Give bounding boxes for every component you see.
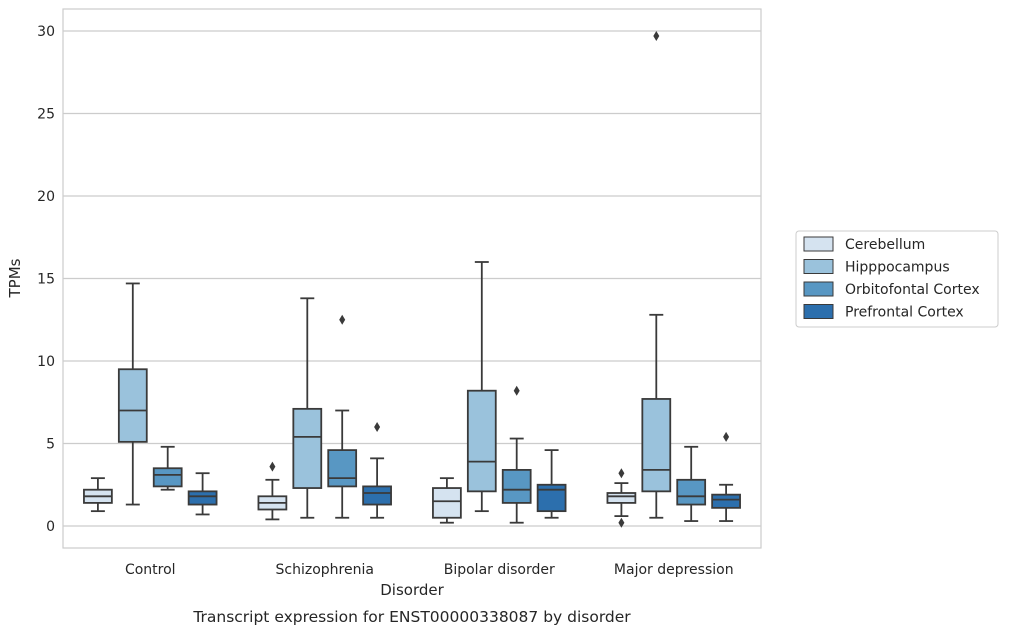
box-0-2 — [152, 445, 183, 491]
iqr-box — [292, 407, 323, 489]
outlier-point — [723, 431, 730, 442]
box-1-0 — [257, 461, 288, 521]
x-tick-labels: Control Schizophrenia Bipolar disorder Majo… — [125, 562, 734, 578]
iqr-box — [362, 485, 392, 506]
box-2-2 — [501, 385, 532, 524]
box-1-1 — [292, 297, 323, 519]
x-tick-label: Schizophrenia — [276, 562, 374, 578]
legend-label: Cerebellum — [845, 237, 925, 253]
y-axis-label: TPMs — [6, 258, 24, 298]
legend-swatch — [803, 236, 834, 252]
legend-frame — [795, 230, 999, 328]
legend-label: Prefrontal Cortex — [845, 305, 964, 321]
y-tick-label: 0 — [46, 519, 55, 535]
box-0-1 — [117, 282, 148, 506]
y-tick-label: 10 — [37, 354, 55, 370]
outlier-point — [618, 517, 625, 528]
y-tick-labels: 0 5 10 15 20 25 30 — [37, 24, 55, 535]
outlier-point — [339, 314, 346, 325]
box-2-0 — [432, 477, 462, 524]
box-2-1 — [466, 261, 497, 513]
box-0-0 — [83, 477, 113, 513]
outlier-point — [269, 461, 276, 472]
chart-caption: Transcript expression for ENST0000033808… — [192, 608, 631, 626]
box-2-3 — [536, 449, 567, 519]
x-tick-label: Major depression — [614, 562, 734, 578]
iqr-box — [641, 398, 672, 493]
iqr-box — [152, 467, 183, 488]
iqr-box — [536, 483, 567, 513]
y-tick-label: 5 — [46, 437, 55, 453]
outlier-point — [618, 468, 625, 479]
y-tick-label: 30 — [37, 24, 55, 40]
iqr-box — [432, 487, 462, 519]
y-tick-label: 15 — [37, 272, 55, 288]
legend-swatch — [803, 304, 834, 319]
outlier-point — [374, 422, 381, 432]
box-3-3 — [711, 431, 741, 522]
box-3-1 — [641, 30, 672, 519]
iqr-box — [606, 492, 637, 504]
box-1-3 — [362, 422, 392, 519]
x-tick-label: Bipolar disorder — [444, 562, 555, 578]
box-3-2 — [676, 445, 707, 522]
iqr-box — [327, 449, 358, 488]
iqr-box — [676, 478, 707, 506]
iqr-box — [711, 493, 741, 509]
outlier-point — [653, 30, 660, 41]
box-1-2 — [327, 314, 358, 519]
outlier-point — [513, 385, 520, 396]
x-axis-label: Disorder — [380, 581, 444, 599]
legend-label: Hipppocampus — [845, 260, 950, 276]
box-0-3 — [187, 472, 218, 516]
y-tick-label: 25 — [37, 107, 55, 123]
iqr-box — [466, 389, 497, 493]
iqr-box — [187, 490, 218, 506]
boxes — [83, 30, 741, 528]
legend-label: Orbitofontal Cortex — [845, 282, 980, 298]
iqr-box — [117, 368, 148, 443]
legend: Cerebellum Hipppocampus Orbitofontal Corte… — [795, 230, 999, 328]
y-tick-label: 20 — [37, 189, 55, 205]
legend-swatch — [803, 281, 834, 297]
legend-swatch — [803, 259, 834, 274]
iqr-box — [501, 468, 532, 504]
box-3-0 — [606, 468, 637, 528]
x-tick-label: Control — [125, 562, 176, 578]
